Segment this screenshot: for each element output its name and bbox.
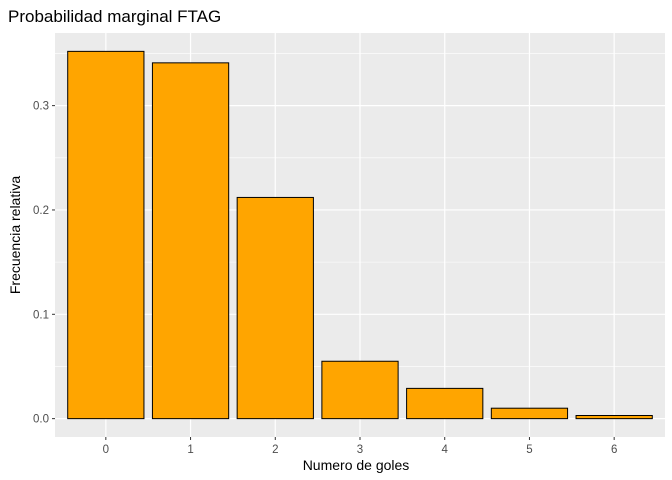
x-tick-label: 2 <box>272 444 278 456</box>
x-tick-label: 1 <box>187 444 193 456</box>
x-tick-label: 4 <box>442 444 449 456</box>
x-tick-label: 0 <box>103 444 109 456</box>
chart-title: Probabilidad marginal FTAG <box>8 7 221 26</box>
x-axis-ticks: 0 1 2 3 4 5 6 <box>103 437 617 456</box>
y-axis-ticks: 0.0 0.1 0.2 0.3 <box>33 101 55 426</box>
y-tick-label: 0.3 <box>33 101 49 113</box>
x-tick-label: 3 <box>357 444 363 456</box>
y-tick-label: 0.1 <box>33 309 49 321</box>
x-tick-label: 5 <box>526 444 532 456</box>
bar-5 <box>490 407 569 420</box>
bar-1 <box>151 62 230 420</box>
bar-6 <box>575 415 653 420</box>
x-axis-title: Numero de goles <box>303 457 410 473</box>
bar-3 <box>321 360 399 420</box>
bar-4 <box>406 387 484 420</box>
y-tick-label: 0.0 <box>33 414 49 426</box>
y-tick-label: 0.2 <box>33 205 49 217</box>
bar-2 <box>236 196 314 420</box>
x-tick-label: 6 <box>611 444 617 456</box>
bars <box>67 50 653 420</box>
y-axis-title: Frecuencia relativa <box>7 176 23 294</box>
bar-0 <box>67 50 145 420</box>
